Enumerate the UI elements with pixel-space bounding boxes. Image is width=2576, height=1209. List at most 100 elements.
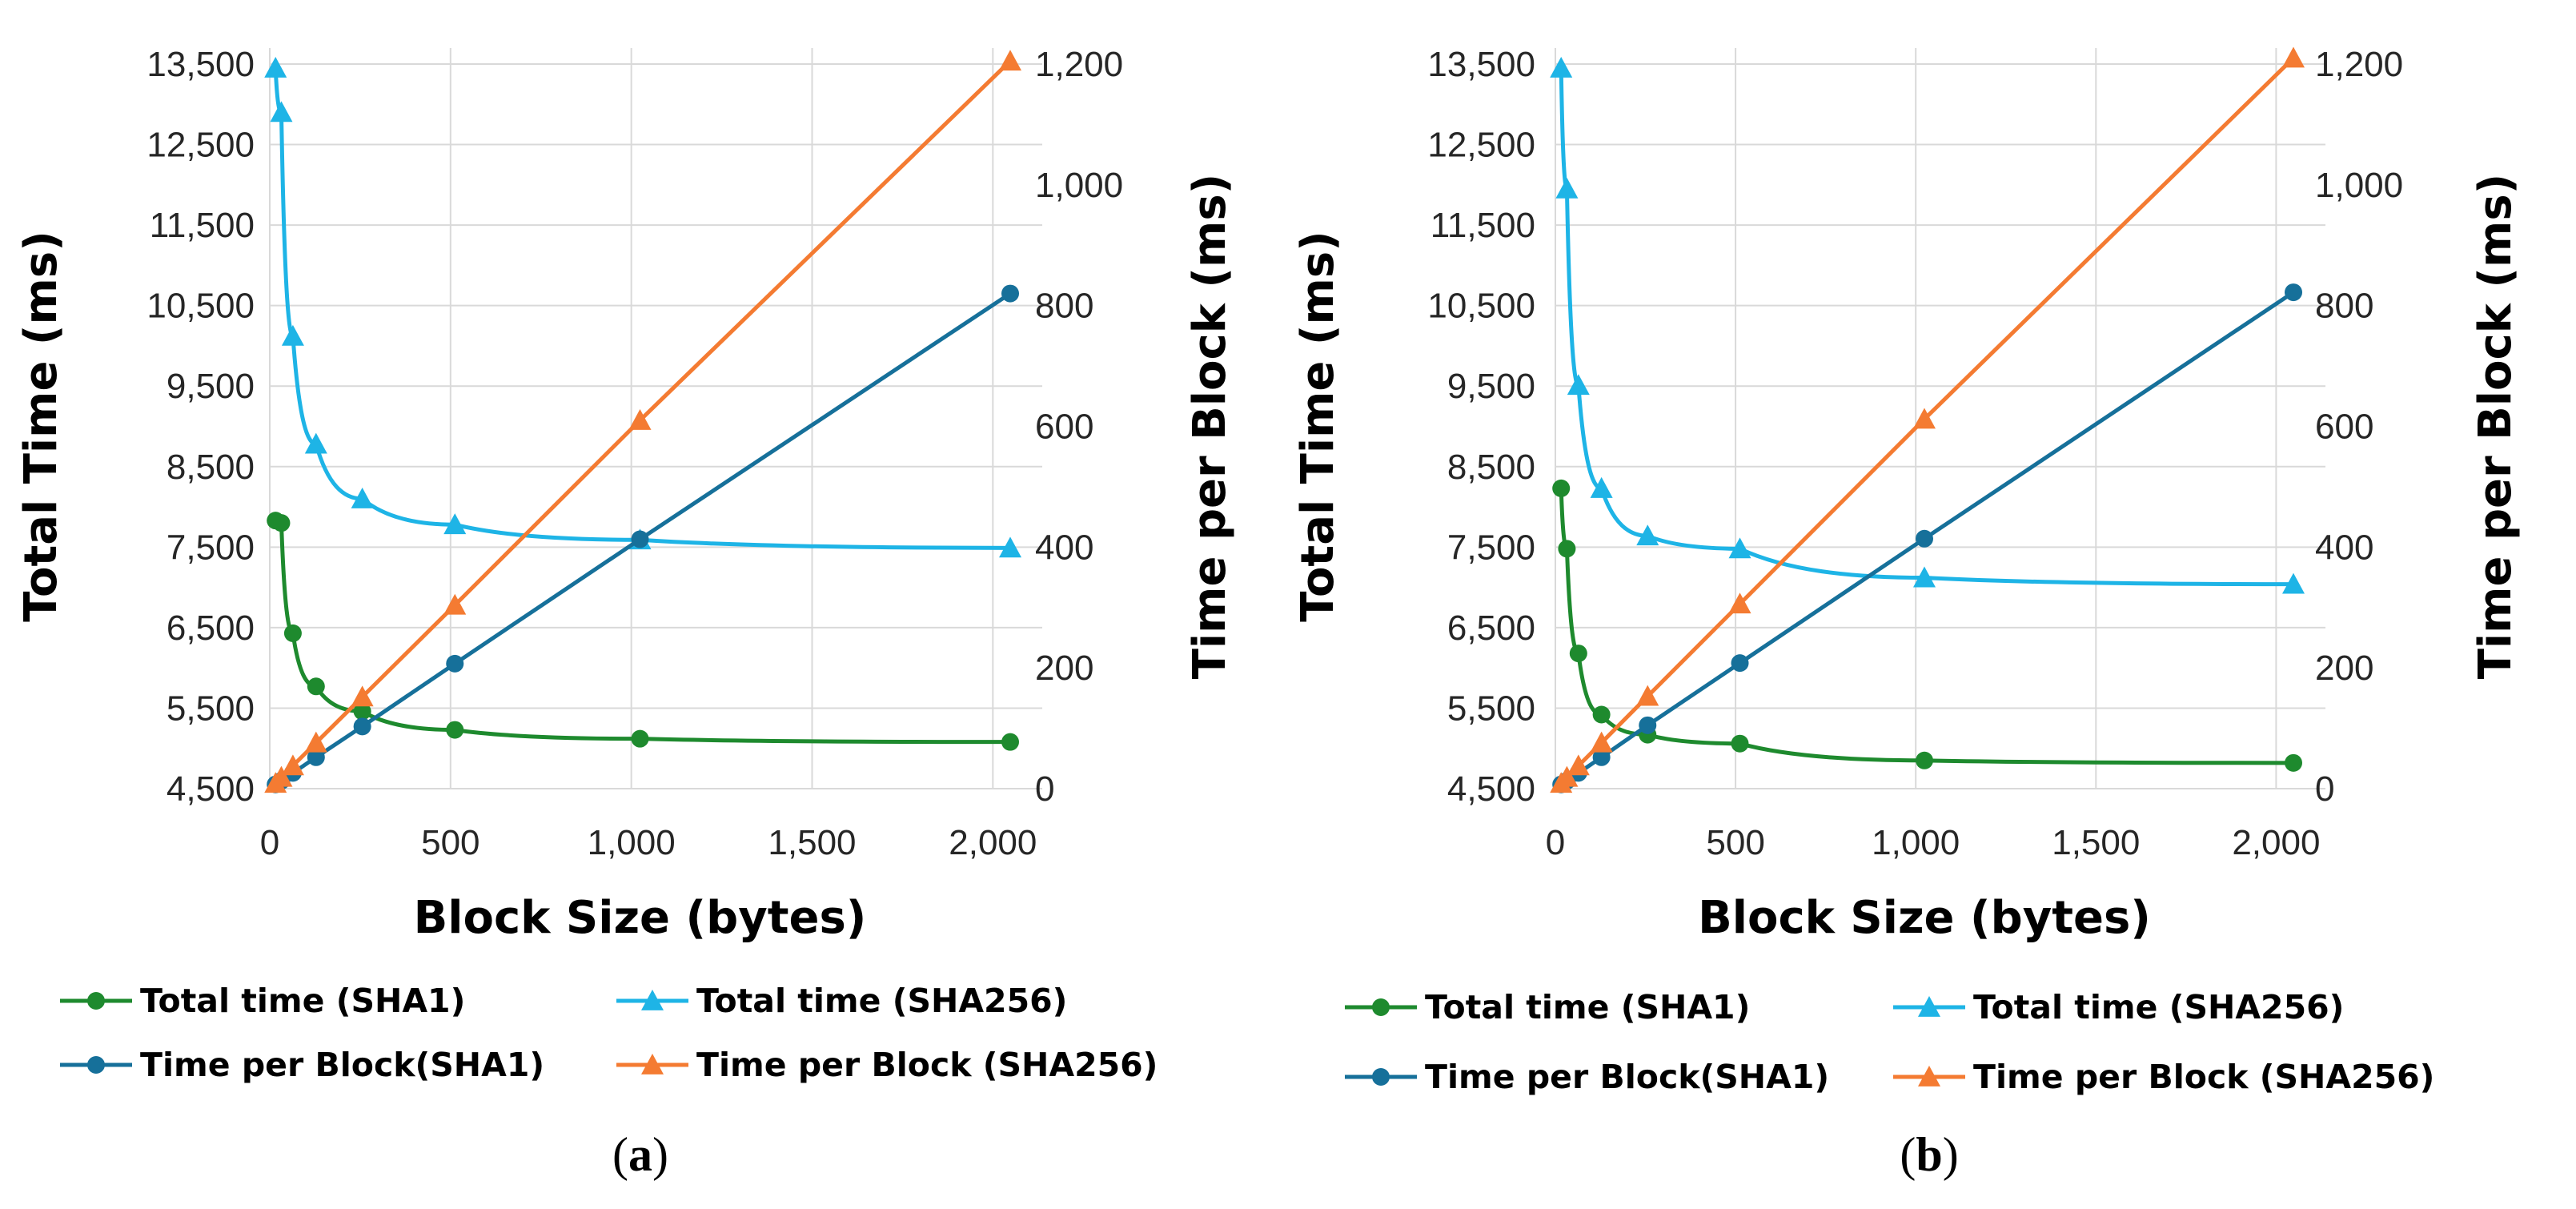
x-tick-label: 2,000: [2232, 823, 2320, 862]
data-point: [1552, 479, 1571, 497]
legend-marker: [641, 1054, 664, 1074]
data-point: [1636, 685, 1659, 706]
y2-tick-label: 1,200: [1035, 45, 1123, 84]
data-point: [1731, 654, 1749, 673]
y2-tick-label: 1,000: [1035, 166, 1123, 205]
y-tick-label: 7,500: [1447, 528, 1535, 567]
data-point: [1001, 733, 1019, 751]
data-point: [1590, 731, 1613, 753]
data-point: [1550, 57, 1573, 78]
panel-letter: b: [1916, 1128, 1942, 1181]
legend-entry: Time per Block(SHA1): [1345, 1058, 1829, 1096]
y2-tick-label: 600: [1035, 408, 1093, 447]
data-point: [270, 765, 293, 787]
legend-marker: [87, 1056, 105, 1074]
y2-tick-label: 0: [2315, 769, 2334, 809]
x-tick-label: 500: [421, 823, 479, 862]
data-point: [1001, 284, 1019, 303]
y-tick-label: 4,500: [1447, 769, 1535, 809]
data-point: [2282, 572, 2305, 594]
chart-panel-a: 0 500 1,000 1,500 2,000 4,500 5,500 6,500 7,500 8…: [15, 45, 1236, 1181]
y2-axis-title: Time per Block (ms): [1184, 174, 1236, 680]
data-point: [443, 593, 467, 615]
y-tick-label: 5,500: [1447, 689, 1535, 728]
y-tick-label: 10,500: [1427, 287, 1535, 326]
panel-label: (b): [1900, 1128, 1958, 1181]
y2-tick-label: 600: [2315, 408, 2373, 447]
y2-tick-label: 0: [1035, 769, 1054, 809]
data-point: [270, 101, 293, 123]
data-point: [1913, 566, 1936, 588]
data-point: [446, 654, 464, 673]
data-point: [1728, 537, 1751, 559]
legend-label: Time per Block(SHA1): [140, 1046, 544, 1084]
x-tick-label: 1,000: [588, 823, 676, 862]
y-tick-label: 10,500: [146, 287, 255, 326]
data-point: [1731, 734, 1749, 753]
data-point: [2285, 283, 2302, 302]
data-point: [1592, 748, 1611, 766]
y-tick-label: 6,500: [1447, 609, 1535, 648]
legend-label: Total time (SHA256): [1973, 988, 2344, 1026]
data-point: [1913, 408, 1936, 429]
series-2: [267, 284, 1019, 793]
series-0: [267, 512, 1019, 751]
data-point: [999, 50, 1021, 71]
y-tick-label: 11,500: [1430, 206, 1535, 245]
legend-marker: [1372, 998, 1390, 1016]
data-point: [304, 731, 327, 753]
x-axis-title: Block Size (bytes): [1698, 892, 2151, 944]
y-tick-label: 12,500: [1427, 126, 1535, 165]
data-point: [1558, 540, 1576, 558]
legend-entry: Time per Block (SHA256): [616, 1046, 1158, 1084]
y-tick-label: 5,500: [167, 689, 255, 728]
series-1: [1550, 57, 2305, 594]
data-point: [307, 677, 325, 696]
data-point: [1639, 716, 1657, 734]
data-point: [281, 754, 304, 776]
gridlines: [269, 48, 1042, 789]
data-point: [443, 513, 467, 535]
y-tick-label: 13,500: [1427, 45, 1535, 84]
chart-panel-b: 0 500 1,000 1,500 2,000 4,500 5,500 6,500 7,500 8…: [1292, 45, 2522, 1181]
gridlines: [1555, 48, 2325, 789]
y-axis-title: Total Time (ms): [1292, 231, 1344, 622]
series-3: [264, 50, 1021, 793]
y-tick-label: 11,500: [150, 206, 255, 245]
data-point: [2282, 46, 2305, 68]
legend-entry: Total time (SHA256): [616, 982, 1067, 1020]
y-tick-label: 4,500: [167, 769, 255, 809]
panel-label: (a): [612, 1128, 668, 1181]
legend-marker: [1372, 1068, 1390, 1086]
legend-entry: Total time (SHA1): [60, 982, 465, 1020]
data-point: [1555, 177, 1579, 199]
data-point: [283, 624, 302, 642]
legend-marker: [1918, 996, 1940, 1017]
y-tick-label: 6,500: [167, 609, 255, 648]
series-1: [264, 57, 1021, 558]
legend-label: Total time (SHA1): [140, 982, 465, 1020]
data-point: [1569, 645, 1587, 663]
x-tick-label: 1,500: [768, 823, 856, 862]
data-point: [353, 702, 371, 721]
panel-letter: a: [628, 1128, 652, 1181]
legend-marker: [641, 990, 664, 1010]
y2-tick-label: 800: [1035, 287, 1093, 326]
x-tick-label: 0: [260, 823, 279, 862]
data-point: [1728, 592, 1751, 614]
x-axis-title: Block Size (bytes): [414, 892, 867, 944]
y-tick-label: 9,500: [167, 367, 255, 406]
y2-tick-label: 1,000: [2315, 166, 2403, 205]
series-2: [1552, 283, 2302, 793]
y-axis-title: Total Time (ms): [15, 231, 67, 622]
series-3: [1550, 46, 2305, 793]
legend-label: Time per Block (SHA256): [696, 1046, 1158, 1084]
x-tick-label: 500: [1706, 823, 1764, 862]
x-tick-label: 0: [1546, 823, 1565, 862]
data-point: [1567, 374, 1590, 396]
data-point: [1567, 754, 1590, 776]
data-point: [446, 721, 464, 739]
data-point: [1592, 705, 1611, 724]
y2-tick-label: 1,200: [2315, 45, 2403, 84]
